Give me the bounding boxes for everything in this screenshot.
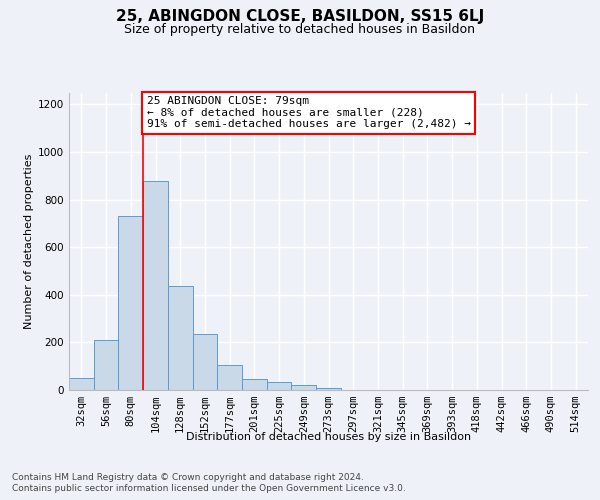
Bar (193, 334, 217, 390)
Bar (267, 382, 292, 390)
Bar (118, 216, 143, 390)
Bar (94, 340, 118, 390)
Bar (143, 180, 168, 390)
Bar (69, 378, 94, 390)
Y-axis label: Number of detached properties: Number of detached properties (24, 154, 34, 329)
Bar (242, 378, 267, 390)
Text: Distribution of detached houses by size in Basildon: Distribution of detached houses by size … (186, 432, 472, 442)
Text: Contains HM Land Registry data © Crown copyright and database right 2024.: Contains HM Land Registry data © Crown c… (12, 472, 364, 482)
Bar (316, 388, 341, 390)
Bar (292, 385, 316, 390)
Text: Contains public sector information licensed under the Open Government Licence v3: Contains public sector information licen… (12, 484, 406, 493)
Text: Size of property relative to detached houses in Basildon: Size of property relative to detached ho… (125, 22, 476, 36)
Text: 25 ABINGDON CLOSE: 79sqm
← 8% of detached houses are smaller (228)
91% of semi-d: 25 ABINGDON CLOSE: 79sqm ← 8% of detache… (147, 96, 471, 130)
Text: 25, ABINGDON CLOSE, BASILDON, SS15 6LJ: 25, ABINGDON CLOSE, BASILDON, SS15 6LJ (116, 9, 484, 24)
Bar (168, 286, 193, 390)
Bar (217, 365, 242, 390)
